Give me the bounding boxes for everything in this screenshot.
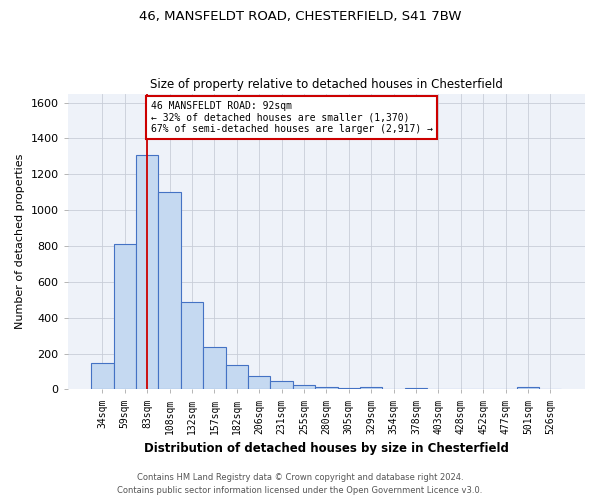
Bar xyxy=(517,387,539,390)
Bar xyxy=(315,386,338,390)
Bar xyxy=(203,348,226,390)
Bar xyxy=(226,365,248,390)
Bar xyxy=(113,244,136,390)
Text: 46 MANSFELDT ROAD: 92sqm
← 32% of detached houses are smaller (1,370)
67% of sem: 46 MANSFELDT ROAD: 92sqm ← 32% of detach… xyxy=(151,100,433,134)
Text: Contains HM Land Registry data © Crown copyright and database right 2024.
Contai: Contains HM Land Registry data © Crown c… xyxy=(118,474,482,495)
Bar xyxy=(136,154,158,390)
Bar xyxy=(158,192,181,390)
Bar xyxy=(405,388,427,390)
X-axis label: Distribution of detached houses by size in Chesterfield: Distribution of detached houses by size … xyxy=(144,442,509,455)
Y-axis label: Number of detached properties: Number of detached properties xyxy=(15,154,25,329)
Bar xyxy=(181,302,203,390)
Bar xyxy=(293,385,315,390)
Title: Size of property relative to detached houses in Chesterfield: Size of property relative to detached ho… xyxy=(150,78,503,91)
Text: 46, MANSFELDT ROAD, CHESTERFIELD, S41 7BW: 46, MANSFELDT ROAD, CHESTERFIELD, S41 7B… xyxy=(139,10,461,23)
Bar xyxy=(338,388,360,390)
Bar xyxy=(360,386,382,390)
Bar xyxy=(271,382,293,390)
Bar xyxy=(248,376,271,390)
Bar xyxy=(91,364,113,390)
